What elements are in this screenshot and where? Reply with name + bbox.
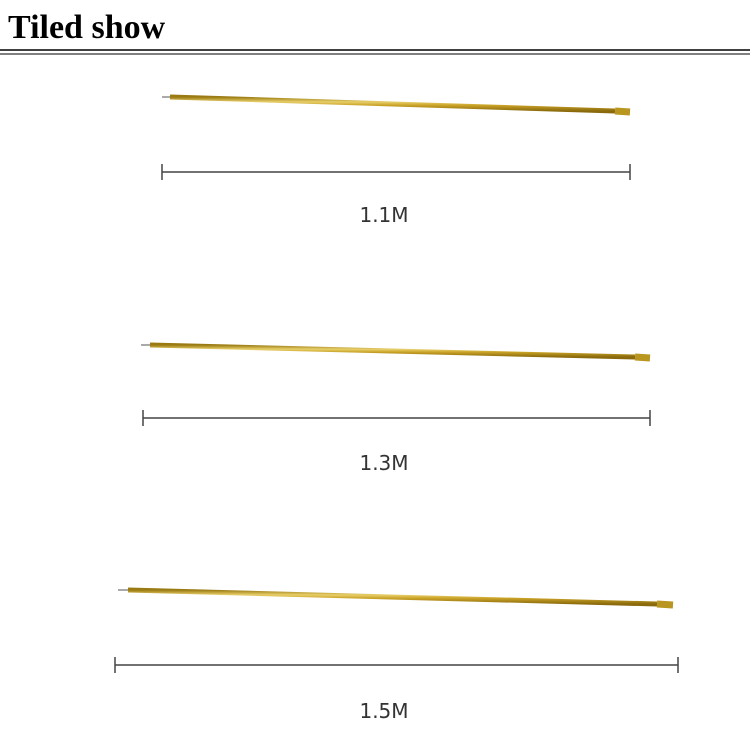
dimension-line [161, 164, 631, 180]
dimension-line [142, 410, 651, 426]
rod [141, 342, 651, 362]
page-title: Tiled show [8, 9, 166, 46]
rod [118, 587, 674, 609]
rod [162, 94, 631, 116]
length-label: 1.5M [359, 699, 408, 723]
length-label: 1.3M [359, 451, 408, 475]
length-label: 1.1M [359, 203, 408, 227]
dimension-line [114, 657, 679, 673]
